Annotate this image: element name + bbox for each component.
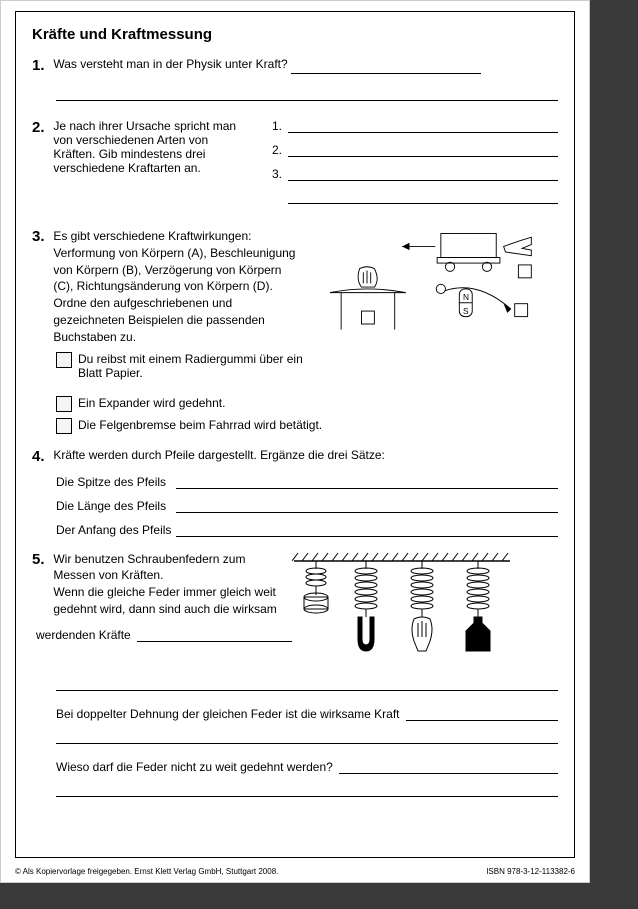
svg-text:N: N [463, 292, 469, 302]
q3-checkbox-2[interactable] [56, 396, 72, 412]
q3-diagram: N S [312, 228, 542, 348]
q5-double-text: Bei doppelter Dehnung der gleichen Feder… [56, 707, 558, 721]
q3-item-1-text: Du reibst mit einem Radiergummi über ein… [78, 352, 312, 380]
q2-blank-4[interactable] [288, 191, 558, 204]
q1-text: Was versteht man in der Physik unter Kra… [53, 57, 287, 71]
question-1: 1. Was versteht man in der Physik unter … [32, 57, 558, 74]
q5-why-text: Wieso darf die Feder nicht zu weit gedeh… [56, 760, 558, 774]
q2-blank-3[interactable] [288, 168, 558, 181]
question-4: 4. Kräfte werden durch Pfeile dargestell… [32, 448, 558, 465]
q4-text: Kräfte werden durch Pfeile dargestellt. … [53, 448, 385, 462]
q3-table-answer-box [361, 311, 374, 324]
q5-blank-inline[interactable] [137, 629, 292, 642]
q2-label-2: 2. [272, 143, 288, 157]
q3-truck-answer-box [518, 265, 531, 278]
q4-label-1: Die Spitze des Pfeils [56, 475, 176, 489]
q5-text-1: Wir benutzen Schraubenfedern zum Messen … [53, 552, 245, 583]
q4-number: 4. [32, 448, 50, 465]
q4-line-3: Der Anfang des Pfeils [56, 523, 558, 537]
q3-magnet-answer-box [515, 304, 528, 317]
page-title: Kräfte und Kraftmessung [32, 26, 558, 43]
q5-blank-double[interactable] [406, 708, 558, 721]
q3-item-3: Die Felgenbremse beim Fahrrad wird betät… [56, 418, 558, 434]
q3-number: 3. [32, 228, 50, 245]
q2-answer-lines: 1. 2. 3. [262, 119, 558, 214]
q5-springs-diagram [292, 551, 512, 661]
q4-line-1: Die Spitze des Pfeils [56, 475, 558, 489]
footer-copyright: © Als Kopiervorlage freigegeben. Ernst K… [15, 867, 278, 876]
question-5: 5. Wir benutzen Schraubenfedern zum Mess… [32, 551, 558, 664]
q5-number: 5. [32, 551, 50, 568]
q2-text: Je nach ihrer Ursache spricht man von ve… [53, 119, 253, 175]
q3-checkbox-3[interactable] [56, 418, 72, 434]
q3-item-1: Du reibst mit einem Radiergummi über ein… [56, 352, 312, 380]
q3-item-2: Ein Expander wird gedehnt. [56, 396, 558, 412]
question-3: 3. Es gibt verschiedene Kraftwirkungen: … [32, 228, 558, 386]
q5-text-3: werdenden Kräfte [36, 628, 131, 642]
q3-checkbox-1[interactable] [56, 352, 72, 368]
page-footer: © Als Kopiervorlage freigegeben. Ernst K… [15, 867, 575, 876]
q4-blank-2[interactable] [176, 500, 558, 513]
q4-blank-3[interactable] [176, 524, 558, 537]
svg-text:S: S [463, 306, 469, 316]
content-frame: Kräfte und Kraftmessung 1. Was versteht … [15, 11, 575, 858]
q2-blank-2[interactable] [288, 144, 558, 157]
q5-blank-line-1[interactable] [56, 674, 558, 691]
q4-blank-1[interactable] [176, 476, 558, 489]
q2-label-1: 1. [272, 119, 288, 133]
q5-blank-line-2[interactable] [56, 727, 558, 744]
footer-isbn: ISBN 978-3-12-113382-6 [486, 867, 575, 876]
q1-number: 1. [32, 57, 50, 74]
q2-label-3: 3. [272, 167, 288, 181]
q5-blank-why[interactable] [339, 761, 558, 774]
q1-blank-line[interactable] [56, 84, 558, 101]
q2-number: 2. [32, 119, 50, 136]
q4-label-3: Der Anfang des Pfeils [56, 523, 176, 537]
question-2: 2. Je nach ihrer Ursache spricht man von… [32, 119, 558, 214]
q4-line-2: Die Länge des Pfeils [56, 499, 558, 513]
q3-item-3-text: Die Felgenbremse beim Fahrrad wird betät… [78, 418, 558, 432]
q2-blank-1[interactable] [288, 120, 558, 133]
q5-text-5: Wieso darf die Feder nicht zu weit gedeh… [56, 760, 333, 774]
q3-item-2-text: Ein Expander wird gedehnt. [78, 396, 558, 410]
q1-blank-inline[interactable] [291, 61, 481, 74]
worksheet-page: Kräfte und Kraftmessung 1. Was versteht … [0, 0, 590, 883]
q5-text-2: Wenn die gleiche Feder immer gleich weit… [53, 585, 276, 616]
q3-text: Es gibt verschiedene Kraftwirkungen: Ver… [53, 228, 303, 346]
q5-blank-line-3[interactable] [56, 780, 558, 797]
q4-label-2: Die Länge des Pfeils [56, 499, 176, 513]
q5-text-4: Bei doppelter Dehnung der gleichen Feder… [56, 707, 400, 721]
